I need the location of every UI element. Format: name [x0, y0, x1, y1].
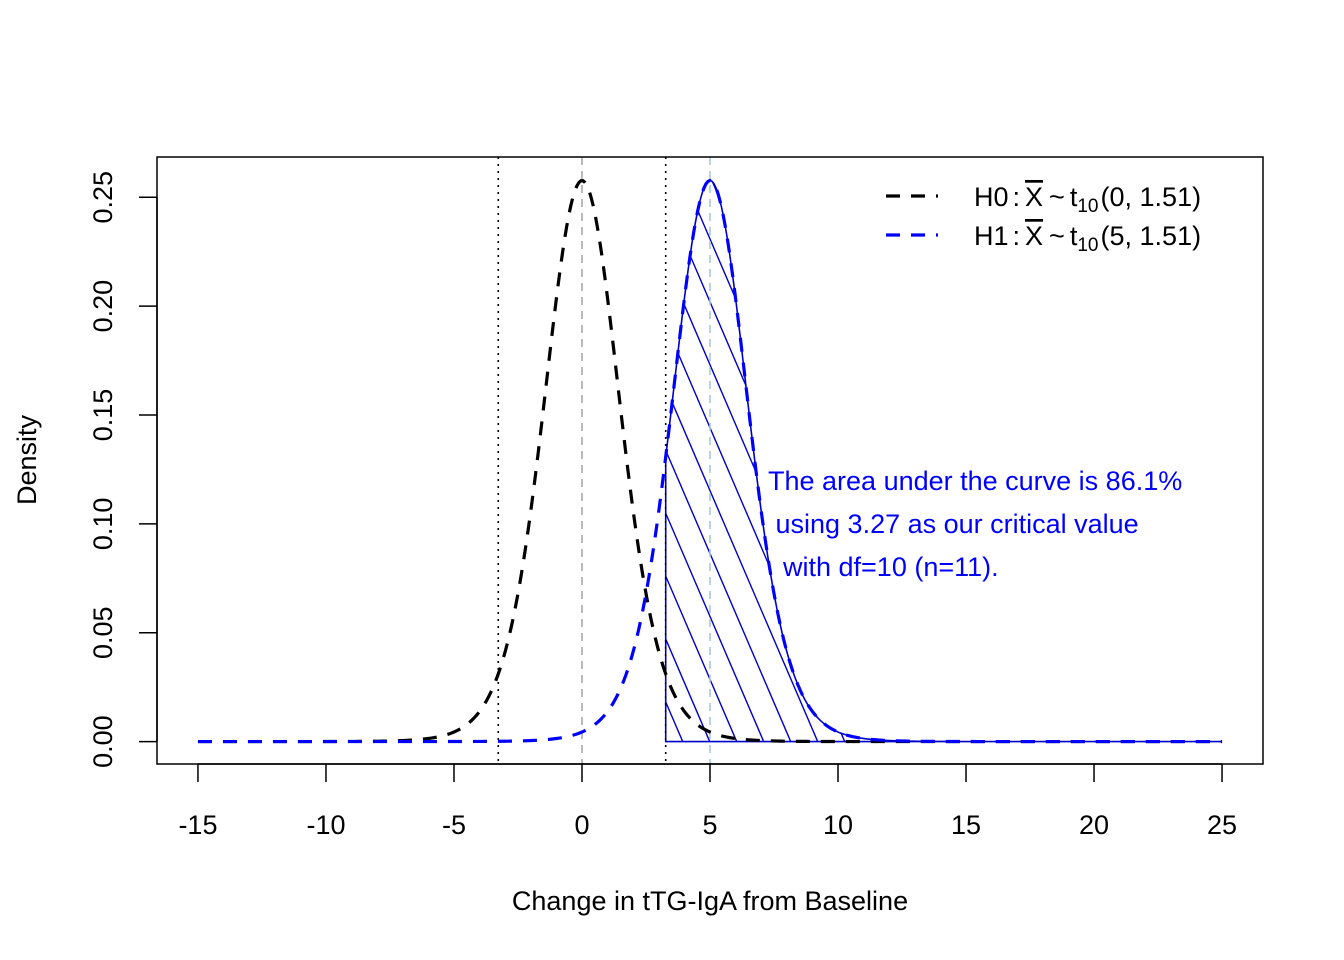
series-line-h0	[197, 179, 1223, 744]
y-tick-label: 0.10	[88, 498, 118, 551]
series-line-h1	[197, 178, 1223, 744]
legend-item-h1: H1: X ~ t10(5, 1.51)	[886, 221, 1201, 256]
annotation-line-3: with df=10 (n=11).	[768, 552, 999, 582]
y-axis: 0.00 0.05 0.10 0.15 0.20 0.25	[88, 171, 158, 768]
x-tick-label: 20	[1079, 810, 1109, 840]
hatch-lines	[665, 180, 1223, 742]
x-tick-label: -15	[178, 810, 217, 840]
x-axis-title: Change in tTG-IgA from Baseline	[512, 886, 908, 916]
annotation: The area under the curve is 86.1% using …	[768, 466, 1182, 582]
y-tick-label: 0.20	[88, 280, 118, 333]
shaded-region-outline	[664, 179, 1223, 743]
x-tick-label: -5	[442, 810, 466, 840]
x-axis: -15 -10 -5 0 5 10 15 20 25	[178, 763, 1237, 840]
legend-label: H0: X ~ t10(0, 1.51)	[974, 182, 1201, 217]
y-tick-label: 0.25	[88, 171, 118, 224]
y-tick-label: 0.05	[88, 606, 118, 659]
legend-item-h0: H0: X ~ t10(0, 1.51)	[886, 182, 1201, 217]
x-tick-label: -10	[306, 810, 345, 840]
annotation-line-1: The area under the curve is 86.1%	[768, 466, 1182, 496]
x-tick-label: 10	[823, 810, 853, 840]
x-tick-label: 0	[574, 810, 589, 840]
density-curves	[197, 178, 1223, 744]
x-tick-label: 5	[702, 810, 717, 840]
annotation-line-2: using 3.27 as our critical value	[768, 509, 1139, 539]
legend: H0: X ~ t10(0, 1.51) H1: X ~ t10(5, 1.51)	[886, 182, 1201, 256]
y-tick-label: 0.00	[88, 715, 118, 768]
legend-label: H1: X ~ t10(5, 1.51)	[974, 221, 1201, 256]
reference-lines	[497, 157, 711, 764]
x-tick-label: 15	[951, 810, 981, 840]
y-axis-title: Density	[12, 414, 42, 505]
shaded-region	[664, 179, 1223, 743]
x-tick-label: 25	[1207, 810, 1237, 840]
y-tick-label: 0.15	[88, 389, 118, 442]
